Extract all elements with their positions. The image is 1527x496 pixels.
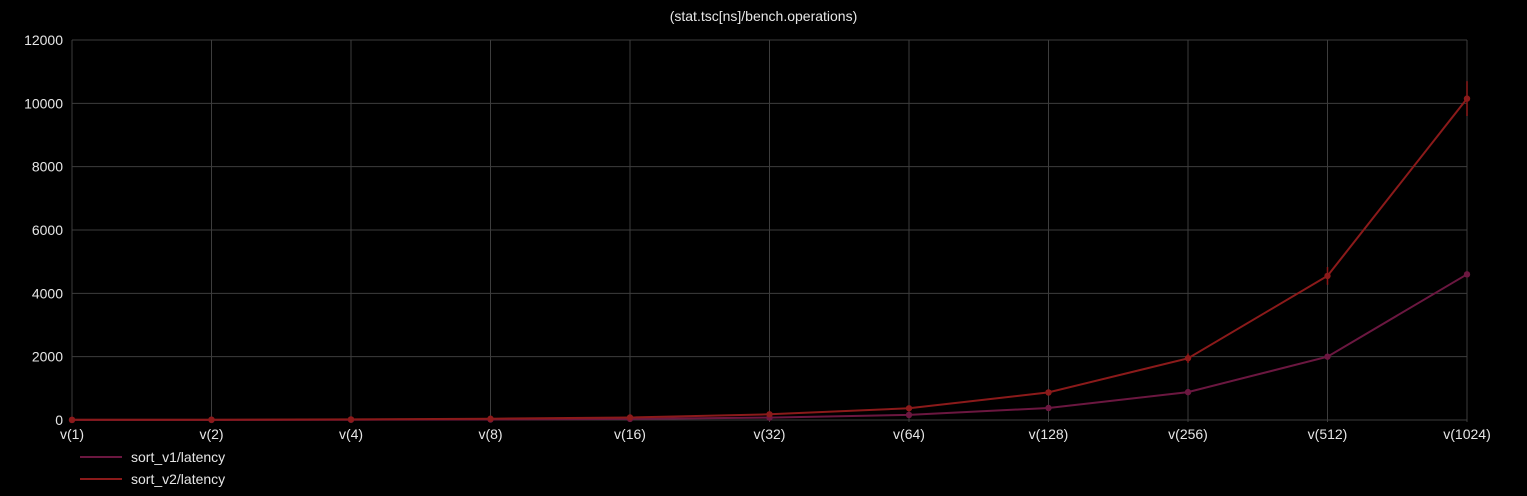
x-tick-label: v(128) — [1029, 426, 1069, 442]
grid-lines — [71, 39, 1468, 422]
data-point — [1324, 353, 1331, 360]
y-axis: 0 2000 4000 6000 8000 10000 12000 — [24, 32, 63, 428]
legend-label: sort_v2/latency — [131, 471, 226, 487]
data-point — [1184, 388, 1192, 396]
data-point — [487, 415, 494, 422]
data-point — [1324, 272, 1331, 280]
data-point — [1045, 389, 1052, 396]
y-tick-label: 4000 — [32, 285, 63, 301]
y-tick-label: 2000 — [32, 349, 63, 365]
data-point — [68, 416, 76, 424]
y-tick-label: 0 — [55, 412, 63, 428]
legend-swatch — [80, 478, 122, 480]
legend-item-sort-v2: sort_v2/latency — [80, 468, 225, 490]
x-tick-label: v(32) — [754, 426, 786, 442]
legend-label: sort_v1/latency — [131, 449, 226, 465]
y-tick-label: 8000 — [32, 159, 63, 175]
x-tick-label: v(1024) — [1443, 426, 1490, 442]
data-point — [905, 411, 913, 419]
x-axis: v(1) v(2) v(4) v(8) v(16) v(32) v(64) v(128) v(2… — [60, 426, 1491, 442]
legend-item-sort-v1: sort_v1/latency — [80, 446, 225, 468]
x-tick-label: v(1) — [60, 426, 84, 442]
y-tick-label: 10000 — [24, 95, 63, 111]
data-point — [1463, 95, 1471, 102]
data-point — [208, 416, 215, 423]
data-point — [1463, 271, 1471, 278]
y-tick-label: 6000 — [32, 222, 63, 238]
data-point — [1184, 355, 1192, 362]
legend-swatch — [80, 456, 122, 458]
series-layer — [68, 81, 1471, 424]
data-point — [1045, 404, 1052, 412]
y-tick-label: 12000 — [24, 32, 63, 48]
series-sort-v2-latency — [68, 81, 1471, 424]
data-point — [766, 411, 773, 418]
legend: sort_v1/latency sort_v2/latency — [80, 446, 225, 490]
x-tick-label: v(2) — [199, 426, 223, 442]
x-tick-label: v(4) — [339, 426, 363, 442]
x-tick-label: v(64) — [893, 426, 925, 442]
x-tick-label: v(256) — [1168, 426, 1208, 442]
data-point — [626, 414, 634, 421]
data-point — [347, 416, 355, 423]
x-tick-label: v(8) — [478, 426, 502, 442]
data-point — [905, 405, 913, 412]
chart-title: (stat.tsc[ns]/bench.operations) — [669, 8, 858, 24]
x-tick-label: v(512) — [1308, 426, 1348, 442]
x-tick-label: v(16) — [614, 426, 646, 442]
